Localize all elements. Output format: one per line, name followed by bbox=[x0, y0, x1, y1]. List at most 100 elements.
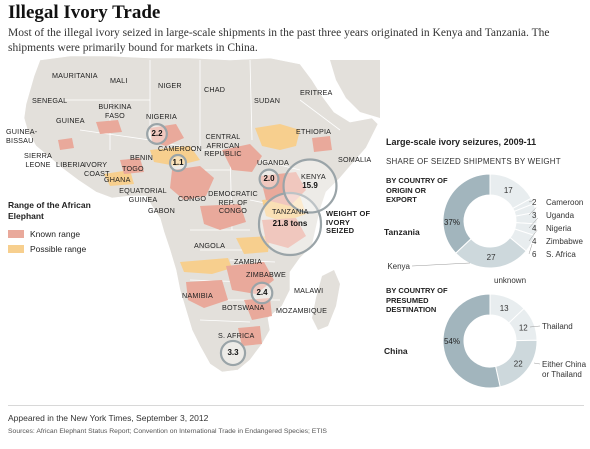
pie-name-china: China bbox=[384, 346, 408, 356]
country-label-eritrea: ERITREA bbox=[300, 88, 333, 97]
country-label-gabon: GABON bbox=[148, 206, 175, 215]
country-label-senegal: SENEGAL bbox=[32, 96, 68, 105]
pie-value-either-china-or-thailand: 22 bbox=[514, 359, 523, 368]
section-label-destination: BY COUNTRY OF PRESUMED DESTINATION bbox=[386, 286, 448, 314]
country-label-uganda: UGANDA bbox=[257, 158, 289, 167]
weight-label: WEIGHT OF IVORY SEIZED bbox=[326, 209, 371, 235]
footer-credit: Appeared in the New York Times, Septembe… bbox=[8, 413, 209, 423]
country-label-tanzania: TANZANIA bbox=[272, 207, 309, 216]
country-label-car: CENTRAL AFRICAN REPUBLIC bbox=[204, 132, 242, 158]
country-label-guinea: GUINEA bbox=[56, 116, 85, 125]
country-label-sudan: SUDAN bbox=[254, 96, 281, 105]
country-label-safrica: S. AFRICA bbox=[218, 331, 255, 340]
pie-leader-either-china-or-thailand bbox=[533, 362, 541, 365]
land-madagascar bbox=[312, 270, 340, 330]
pie-slice-tanzania bbox=[442, 173, 491, 254]
bubble-tanzania bbox=[257, 191, 323, 257]
seizure-bubbles bbox=[146, 123, 338, 367]
country-label-eqguinea: EQUATORIAL GUINEA bbox=[119, 186, 167, 204]
pie-name-kenya: Kenya bbox=[387, 262, 410, 271]
known-range-area bbox=[238, 326, 262, 346]
panel-subtitle: SHARE OF SEIZED SHIPMENTS BY WEIGHT bbox=[386, 157, 561, 166]
page-subtitle: Most of the illegal ivory seized in larg… bbox=[8, 27, 550, 54]
pie-leader-cameroon bbox=[528, 200, 534, 203]
bubble-label-uganda: 2.0 bbox=[263, 174, 275, 183]
pie-name-unknown: unknown bbox=[494, 276, 526, 285]
country-label-niger: NIGER bbox=[158, 81, 182, 90]
pie-leader-thailand bbox=[529, 325, 541, 328]
country-label-cameroon: CAMEROON bbox=[158, 144, 202, 153]
legend-label-known: Known range bbox=[30, 229, 81, 239]
section-label-origin: BY COUNTRY OF ORIGIN OR EXPORT bbox=[386, 176, 448, 204]
pie-name-either-china-or-thailand: Either China or Thailand bbox=[542, 360, 587, 379]
pie-value-kenya: 27 bbox=[487, 253, 496, 262]
legend-swatch-possible bbox=[8, 245, 24, 253]
bubble-label-tanzania: 21.8 tons bbox=[272, 219, 308, 228]
country-label-kenya: KENYA bbox=[301, 172, 326, 181]
bubble-label-nigeria: 2.2 bbox=[151, 129, 163, 138]
country-label-mali: MALI bbox=[110, 76, 128, 85]
bubble-uganda bbox=[258, 168, 280, 190]
pie-name-thailand: Thailand bbox=[542, 322, 573, 331]
pie-name-nigeria: Nigeria bbox=[546, 224, 572, 233]
country-label-benin: BENIN bbox=[130, 153, 153, 162]
possible-range-area bbox=[180, 258, 232, 274]
possible-range-area bbox=[262, 196, 306, 222]
pie-slice-china bbox=[442, 293, 501, 389]
known-range-area bbox=[120, 158, 144, 174]
known-range-area bbox=[222, 144, 262, 172]
country-label-ivorycoast: IVORY COAST bbox=[84, 160, 110, 178]
country-label-guineabissau: GUINEA-BISSAU bbox=[6, 127, 38, 145]
known-range-area bbox=[226, 262, 274, 294]
pie-value-cameroon: 2 bbox=[532, 198, 537, 207]
pie-value-nigeria: 4 bbox=[532, 224, 537, 233]
pie-leader-nigeria bbox=[528, 217, 539, 229]
bubble-kenya bbox=[282, 158, 338, 214]
country-label-liberia: LIBERIA bbox=[56, 160, 85, 169]
bubble-zimbabwe bbox=[250, 281, 274, 305]
pie-leader-kenya bbox=[411, 262, 471, 267]
bubble-s-africa bbox=[219, 339, 247, 367]
pie-value-unknown: 13 bbox=[500, 304, 509, 313]
africa-map bbox=[23, 55, 380, 373]
page-title: Illegal Ivory Trade bbox=[8, 2, 161, 23]
country-label-zambia: ZAMBIA bbox=[234, 257, 262, 266]
known-range-area bbox=[262, 218, 306, 248]
country-label-botswana: BOTSWANA bbox=[222, 303, 265, 312]
country-label-malawi: MALAWI bbox=[294, 286, 324, 295]
legend-label-possible: Possible range bbox=[30, 244, 87, 254]
known-range-area bbox=[312, 136, 332, 152]
pie-value-s-africa: 6 bbox=[532, 250, 537, 259]
known-range-area bbox=[58, 138, 74, 150]
legend-swatch-known bbox=[8, 230, 24, 238]
country-label-congo: CONGO bbox=[178, 194, 207, 203]
possible-range-area bbox=[255, 124, 300, 150]
pie-value-uganda: 3 bbox=[532, 211, 537, 220]
country-label-mozambique: MOZAMBIQUE bbox=[276, 306, 328, 315]
bubble-label-cameroon: 1.1 bbox=[172, 158, 184, 167]
possible-range-area bbox=[236, 236, 270, 254]
country-label-zimbabwe: ZIMBABWE bbox=[246, 270, 286, 279]
known-range-area bbox=[96, 120, 122, 134]
country-label-ghana: GHANA bbox=[104, 175, 131, 184]
bubble-nigeria bbox=[146, 123, 168, 145]
pie-name-s-africa: S. Africa bbox=[546, 250, 576, 259]
country-label-angola: ANGOLA bbox=[194, 241, 226, 250]
pie-value-zimbabwe: 4 bbox=[532, 237, 537, 246]
country-label-sierraleone: SIERRA LEONE bbox=[24, 151, 52, 169]
possible-range-area bbox=[104, 170, 134, 186]
pie-value-unknown: 17 bbox=[504, 186, 513, 195]
known-range-area bbox=[186, 280, 228, 308]
country-label-chad: CHAD bbox=[204, 85, 226, 94]
pie-value-thailand: 12 bbox=[519, 323, 528, 332]
pie-leader-s-africa bbox=[528, 244, 533, 255]
bubble-cameroon bbox=[168, 153, 188, 173]
country-label-namibia: NAMIBIA bbox=[182, 291, 213, 300]
bubble-label-safrica: 3.3 bbox=[227, 348, 239, 357]
pie-name-zimbabwe: Zimbabwe bbox=[546, 237, 583, 246]
known-range-area bbox=[170, 166, 214, 200]
country-label-mauritania: MAURITANIA bbox=[52, 71, 98, 80]
country-label-ethiopia: ETHIOPIA bbox=[296, 127, 332, 136]
footer-sources: Sources: African Elephant Status Report;… bbox=[8, 428, 327, 435]
country-label-drc: DEMOCRATIC REP. OF CONGO bbox=[208, 189, 258, 215]
